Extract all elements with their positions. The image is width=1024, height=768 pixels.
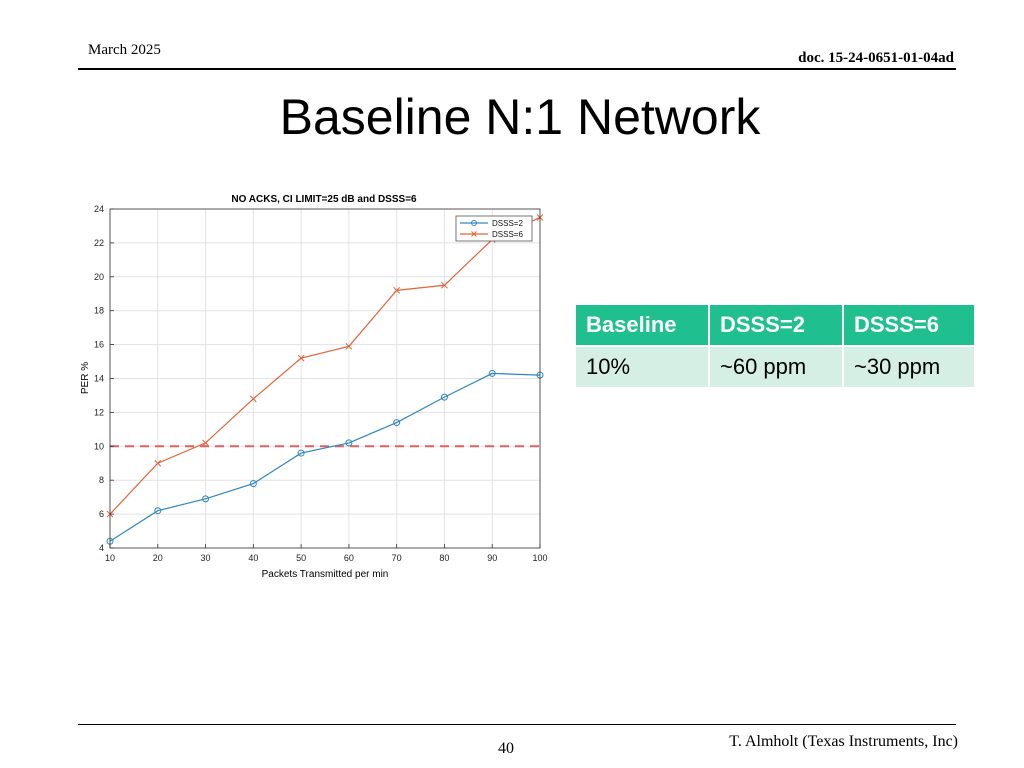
header-cell-dsss2: DSSS=2	[710, 305, 842, 347]
y-tick-label: 16	[94, 340, 104, 350]
x-tick-label: 80	[439, 553, 449, 563]
header-cell-baseline: Baseline	[576, 305, 708, 347]
y-tick-label: 18	[94, 306, 104, 316]
legend-label: DSSS=6	[492, 230, 523, 239]
header-doc-id: doc. 15-24-0651-01-04ad	[798, 50, 954, 66]
per-line-chart: NO ACKS, CI LIMIT=25 dB and DSSS=6 10 20 3…	[80, 194, 548, 580]
chart-title: NO ACKS, CI LIMIT=25 dB and DSSS=6	[231, 194, 417, 205]
table-row: 10% ~60 ppm ~30 ppm	[576, 347, 974, 387]
data-point	[202, 495, 210, 503]
results-table: Baseline DSSS=2 DSSS=6 10% ~60 ppm ~30 p…	[574, 305, 976, 387]
data-point	[393, 287, 401, 294]
data-point	[249, 480, 257, 488]
x-tick-label: 20	[153, 553, 163, 563]
plot-frame	[109, 208, 541, 549]
data-point	[488, 369, 496, 377]
legend-marker	[471, 220, 477, 226]
data-point	[249, 395, 257, 403]
x-axis-label: Packets Transmitted per min	[262, 569, 389, 580]
series-line-1	[109, 372, 541, 542]
x-tick-label: 90	[487, 553, 497, 563]
legend-marker	[471, 231, 477, 237]
data-point	[297, 354, 305, 362]
header-cell-dsss6: DSSS=6	[844, 305, 974, 347]
footer-author: T. Almholt (Texas Instruments, Inc)	[729, 733, 958, 750]
slide-title: Baseline N:1 Network	[279, 89, 761, 145]
x-tick-label: 70	[392, 553, 402, 563]
header-date: March 2025	[88, 42, 161, 58]
y-tick-label: 20	[94, 272, 104, 282]
table-header-row: Baseline DSSS=2 DSSS=6	[576, 305, 974, 347]
page-number: 40	[498, 740, 514, 757]
x-tick-label: 10	[105, 553, 115, 563]
y-tick-label: 8	[99, 475, 104, 485]
y-tick-label: 14	[94, 374, 104, 384]
data-point	[154, 507, 162, 515]
data-point	[393, 419, 401, 427]
y-tick-label: 6	[99, 509, 104, 519]
y-tick-label: 22	[94, 238, 104, 248]
x-tick-label: 100	[532, 553, 547, 563]
cell-baseline-value: 10%	[576, 347, 708, 387]
y-tick-label: 12	[94, 407, 104, 417]
data-point	[440, 393, 448, 401]
x-tick-label: 60	[344, 553, 354, 563]
y-tick-label: 10	[94, 441, 104, 451]
x-tick-label: 50	[296, 553, 306, 563]
data-point	[297, 449, 305, 457]
cell-dsss6-value: ~30 ppm	[844, 347, 974, 387]
x-tick-label: 40	[248, 553, 258, 563]
data-point	[345, 439, 353, 447]
data-point	[154, 459, 162, 467]
y-tick-label: 24	[94, 204, 104, 214]
y-axis-label: PER %	[80, 362, 91, 394]
legend-label: DSSS=2	[492, 219, 523, 228]
footer-rule	[78, 724, 956, 725]
series-line-2	[109, 216, 541, 515]
cell-dsss2-value: ~60 ppm	[710, 347, 842, 387]
data-point	[202, 439, 209, 447]
data-point	[441, 281, 448, 289]
y-tick-label: 4	[99, 543, 104, 553]
data-point	[345, 342, 353, 350]
chart-legend: DSSS=2 DSSS=6	[455, 215, 533, 242]
header-rule	[78, 68, 956, 70]
x-tick-label: 30	[201, 553, 211, 563]
